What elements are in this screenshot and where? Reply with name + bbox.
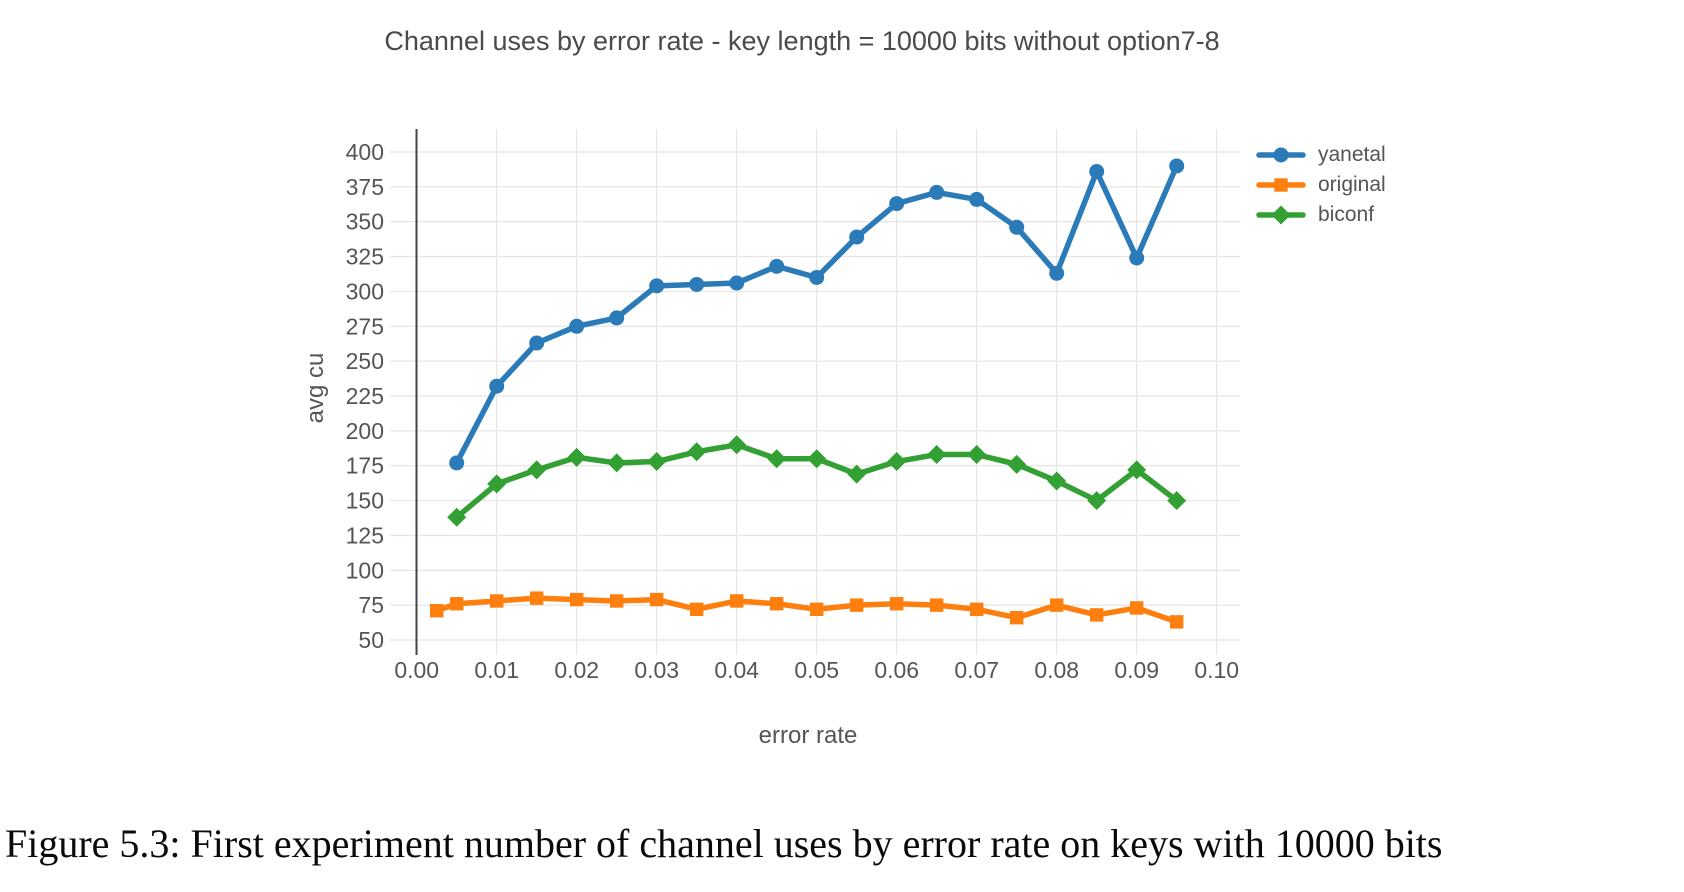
chart-title: Channel uses by error rate - key length … — [384, 26, 1220, 56]
series-original — [430, 591, 1184, 629]
svg-text:0.03: 0.03 — [634, 657, 679, 683]
svg-text:0.02: 0.02 — [554, 657, 599, 683]
svg-text:0.07: 0.07 — [954, 657, 999, 683]
svg-text:0.00: 0.00 — [394, 657, 439, 683]
svg-text:150: 150 — [346, 488, 384, 514]
svg-text:350: 350 — [346, 209, 384, 235]
svg-text:0.08: 0.08 — [1034, 657, 1079, 683]
svg-text:400: 400 — [346, 139, 384, 165]
svg-text:0.06: 0.06 — [874, 657, 919, 683]
legend-row-yanetal: yanetal — [1256, 140, 1386, 170]
svg-text:375: 375 — [346, 174, 384, 200]
legend-marker-circle-icon — [1256, 147, 1306, 163]
legend-label: biconf — [1318, 203, 1375, 226]
y-axis-label: avg cu — [302, 352, 329, 424]
svg-text:0.01: 0.01 — [474, 657, 519, 683]
legend-row-biconf: biconf — [1256, 200, 1386, 230]
line-chart: 50 75 100 125 150 175 200 225 250 275 300 325 350 375… — [346, 129, 1240, 683]
svg-text:225: 225 — [346, 383, 384, 409]
svg-text:100: 100 — [346, 557, 384, 583]
svg-text:275: 275 — [346, 313, 384, 339]
svg-text:0.04: 0.04 — [714, 657, 759, 683]
svg-text:0.05: 0.05 — [794, 657, 839, 683]
series-biconf — [447, 435, 1187, 527]
legend-label: original — [1318, 173, 1386, 196]
svg-text:0.10: 0.10 — [1194, 657, 1239, 683]
svg-text:75: 75 — [358, 592, 384, 618]
legend: yanetal original biconf — [1256, 140, 1386, 230]
svg-text:300: 300 — [346, 278, 384, 304]
svg-text:250: 250 — [346, 348, 384, 374]
series-yanetal — [449, 158, 1185, 471]
legend-row-original: original — [1256, 170, 1386, 200]
svg-text:325: 325 — [346, 244, 384, 270]
svg-text:200: 200 — [346, 418, 384, 444]
legend-label: yanetal — [1318, 143, 1386, 166]
legend-marker-square-icon — [1256, 178, 1306, 192]
figure-caption: Figure 5.3: First experiment number of c… — [5, 821, 1443, 866]
svg-text:175: 175 — [346, 453, 384, 479]
svg-text:0.09: 0.09 — [1114, 657, 1159, 683]
legend-marker-diamond-icon — [1256, 205, 1306, 225]
x-axis-label: error rate — [758, 722, 858, 749]
svg-text:125: 125 — [346, 522, 384, 548]
svg-text:50: 50 — [358, 627, 384, 653]
